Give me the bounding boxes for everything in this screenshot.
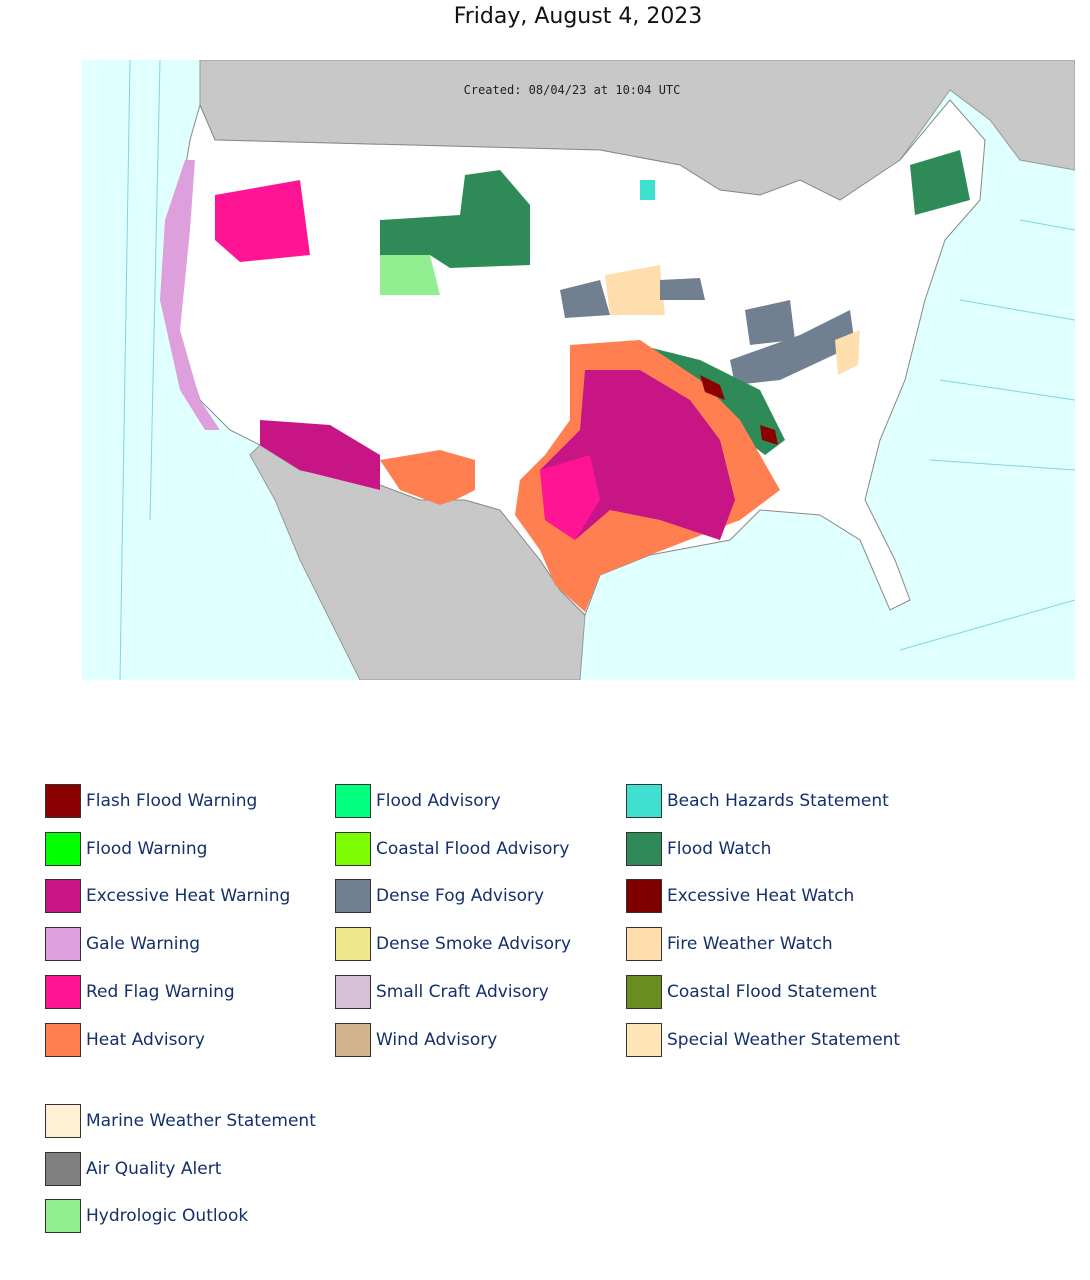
- fog-area: [730, 310, 855, 385]
- legend-swatch: [626, 879, 662, 914]
- legend-label: Excessive Heat Watch: [667, 886, 855, 907]
- legend-label: Flash Flood Warning: [86, 791, 258, 811]
- fog-area: [660, 278, 705, 300]
- red-flag-area: [540, 455, 600, 540]
- fog-area: [745, 300, 795, 345]
- legend-item: Fire Weather Watch: [626, 926, 833, 962]
- legend-swatch: [45, 974, 81, 1009]
- legend-swatch: [626, 784, 662, 818]
- legend-swatch: [45, 1022, 81, 1057]
- legend-swatch: [626, 1022, 662, 1057]
- legend-item: Flood Advisory: [335, 783, 501, 819]
- legend-swatch: [45, 1199, 81, 1234]
- legend-item: Marine Weather Statement: [45, 1103, 316, 1139]
- legend-item: Heat Advisory: [45, 1022, 205, 1058]
- legend-item: Flood Warning: [45, 831, 207, 867]
- legend-item: Air Quality Alert: [45, 1151, 221, 1187]
- legend-swatch: [335, 831, 371, 866]
- excessive-heat-area: [260, 420, 380, 490]
- flash-flood-area: [760, 425, 778, 445]
- legend-label: Heat Advisory: [86, 1029, 205, 1050]
- page-title: Friday, August 4, 2023: [453, 4, 703, 29]
- legend-label: Flood Advisory: [376, 791, 501, 811]
- flood-watch-area: [910, 150, 970, 215]
- legend-swatch: [626, 974, 662, 1009]
- legend-swatch: [45, 879, 81, 914]
- legend-label: Special Weather Statement: [667, 1029, 901, 1050]
- fog-area: [560, 280, 610, 318]
- legend-item: Gale Warning: [45, 926, 200, 962]
- legend-swatch: [45, 784, 81, 818]
- legend-swatch: [626, 927, 662, 962]
- legend-label: Gale Warning: [86, 934, 201, 955]
- legend-item: Excessive Heat Watch: [626, 878, 854, 914]
- legend-label: Small Craft Advisory: [376, 981, 549, 1002]
- legend-label: Hydrologic Outlook: [86, 1206, 249, 1227]
- legend-item: Coastal Flood Advisory: [335, 831, 569, 867]
- legend-label: Coastal Flood Statement: [667, 981, 877, 1002]
- legend-item: Flood Watch: [626, 831, 771, 867]
- flash-flood-area: [700, 375, 725, 400]
- legend-swatch: [335, 784, 371, 818]
- legend-label: Coastal Flood Advisory: [376, 838, 570, 859]
- hydrologic-area: [380, 255, 440, 295]
- heat-advisory-area: [380, 450, 475, 505]
- legend-item: Dense Fog Advisory: [335, 878, 544, 914]
- hazard-map: Created: 08/04/23 at 10:04 UTC: [82, 60, 1075, 680]
- legend-swatch: [45, 1151, 81, 1186]
- legend-label: Marine Weather Statement: [86, 1111, 316, 1131]
- legend-item: Dense Smoke Advisory: [335, 926, 571, 962]
- gale-zone: [160, 160, 220, 430]
- legend-swatch: [626, 831, 662, 866]
- legend-item: Flash Flood Warning: [45, 783, 257, 819]
- legend-label: Dense Smoke Advisory: [376, 934, 572, 955]
- beach-hazards-area: [640, 180, 655, 200]
- legend-item: Small Craft Advisory: [335, 974, 549, 1010]
- legend-item: Hydrologic Outlook: [45, 1198, 248, 1234]
- legend-label: Air Quality Alert: [86, 1158, 222, 1179]
- red-flag-area: [215, 180, 310, 262]
- marine-zones: [119, 60, 1075, 680]
- legend-item: Red Flag Warning: [45, 974, 235, 1010]
- map-created: Created: 08/04/23 at 10:04 UTC: [464, 83, 681, 97]
- legend-swatch: [335, 927, 371, 962]
- legend-label: Dense Fog Advisory: [376, 886, 545, 907]
- legend-item: Excessive Heat Warning: [45, 878, 290, 914]
- legend-item: Coastal Flood Statement: [626, 974, 877, 1010]
- legend-label: Fire Weather Watch: [667, 934, 833, 955]
- flood-watch-area: [380, 170, 530, 268]
- legend-label: Wind Advisory: [376, 1029, 498, 1050]
- legend-label: Red Flag Warning: [86, 981, 235, 1002]
- legend-swatch: [335, 974, 371, 1009]
- legend-swatch: [45, 1104, 81, 1138]
- fire-weather-area: [835, 330, 860, 375]
- legend-item: Beach Hazards Statement: [626, 783, 889, 819]
- legend-swatch: [335, 1022, 371, 1057]
- legend-label: Excessive Heat Warning: [86, 886, 291, 907]
- legend-swatch: [335, 879, 371, 914]
- legend-swatch: [45, 831, 81, 866]
- legend-label: Flood Warning: [86, 838, 208, 859]
- fire-weather-area: [605, 265, 665, 315]
- legend-swatch: [45, 927, 81, 962]
- legend-label: Beach Hazards Statement: [667, 791, 889, 811]
- legend-label: Flood Watch: [667, 838, 772, 859]
- legend-item: Wind Advisory: [335, 1022, 497, 1058]
- legend-item: Special Weather Statement: [626, 1022, 900, 1058]
